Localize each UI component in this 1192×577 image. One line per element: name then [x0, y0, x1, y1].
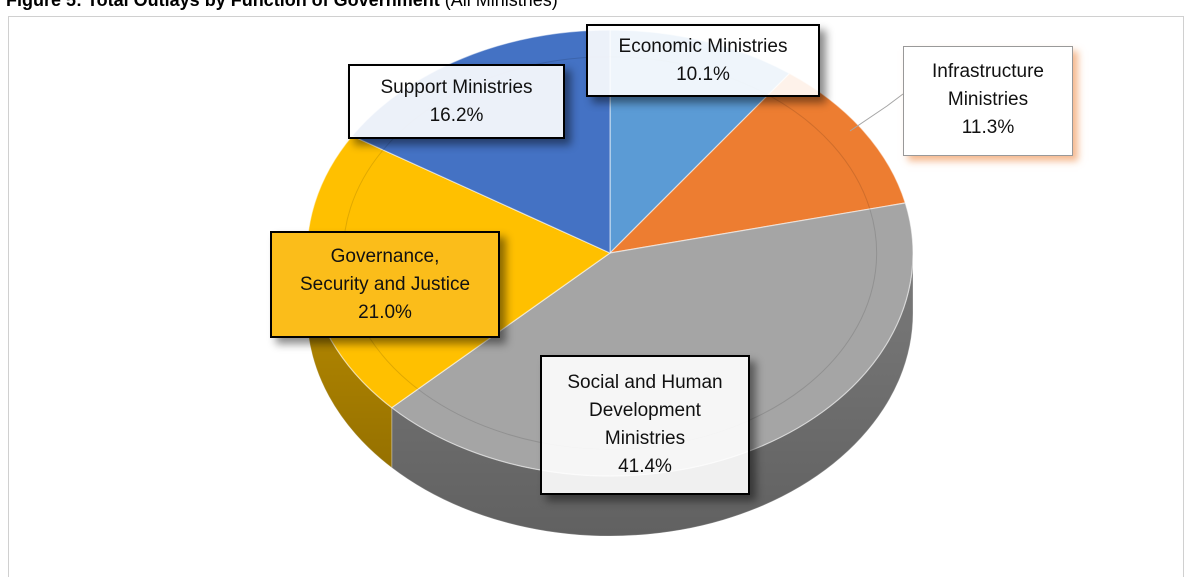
data-label-0: Economic Ministries 10.1% — [586, 24, 820, 97]
data-label-name-line: Support Ministries — [380, 76, 533, 98]
data-label-percent: 41.4% — [618, 456, 672, 477]
data-label-name-line: Governance, — [330, 245, 440, 267]
data-label-name-line: Ministries — [604, 428, 686, 449]
data-label-percent: 21.0% — [358, 301, 412, 323]
slice-side-shade-3 — [307, 253, 392, 468]
data-label-percent: 11.3% — [961, 117, 1015, 138]
data-label-name-line: Infrastructure — [932, 61, 1044, 82]
data-label-name-line: Ministries — [947, 89, 1029, 110]
data-label-percent: 10.1% — [676, 63, 730, 85]
data-label-4: Support Ministries 16.2% — [348, 64, 565, 139]
data-label-name-line: Security and Justice — [299, 273, 471, 295]
slice-side-shade-2 — [391, 253, 914, 537]
leader-line-1 — [849, 93, 904, 132]
figure-caption-text: Figure 5: Total Outlays by Function of G… — [6, 0, 558, 10]
data-label-1: Infrastructure Ministries 11.3% — [903, 46, 1073, 156]
data-label-name-line: Economic Ministries — [618, 35, 788, 57]
figure-caption: Figure 5: Total Outlays by Function of G… — [0, 0, 1192, 16]
data-label-percent: 16.2% — [429, 104, 484, 126]
data-label-name-line: Social and Human — [567, 372, 723, 393]
data-label-3: Governance, Security and Justice 21.0% — [270, 231, 500, 338]
data-label-2: Social and Human Development Ministries 41.… — [540, 355, 750, 495]
chart-frame — [8, 16, 1184, 577]
leader-lines — [849, 93, 904, 132]
slice-bevel-1 — [767, 94, 871, 210]
slice-2 — [390, 202, 914, 477]
data-label-name-line: Development — [589, 400, 701, 421]
